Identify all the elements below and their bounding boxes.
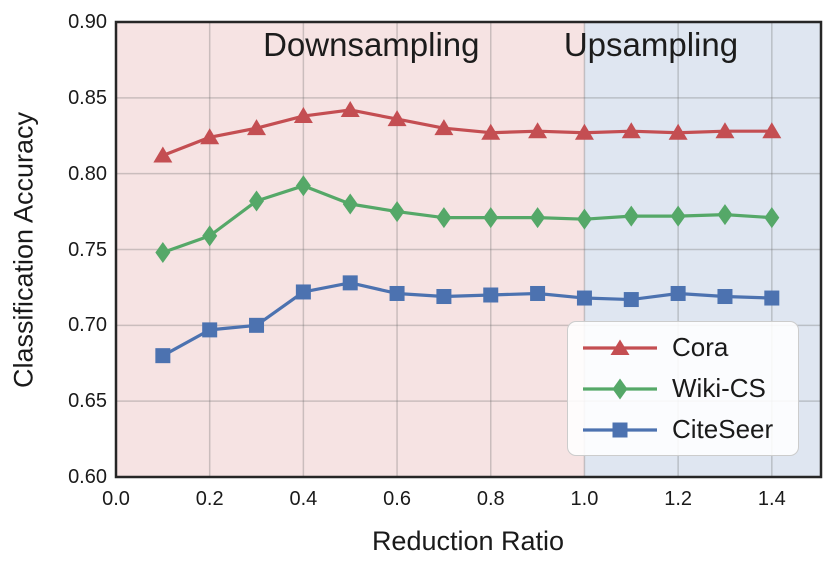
x-tick-label: 0.0 — [102, 488, 130, 510]
diamond-marker — [342, 193, 358, 215]
square-marker — [295, 284, 311, 300]
square-icon — [612, 422, 628, 437]
y-tick-label: 0.75 — [68, 238, 107, 261]
square-marker — [342, 275, 358, 291]
square-marker — [483, 287, 499, 303]
triangle-marker — [340, 100, 360, 117]
square-marker — [530, 285, 546, 301]
triangle-marker — [247, 119, 267, 136]
square-marker — [670, 285, 686, 301]
region-downsampling — [116, 22, 585, 477]
triangle-icon — [610, 339, 630, 355]
square-marker — [155, 348, 171, 364]
series-line-wiki-cs — [162, 184, 772, 255]
y-tick-label: 0.70 — [68, 314, 107, 337]
triangle-marker — [434, 119, 454, 136]
legend-sample-diamond — [583, 378, 657, 399]
triangle-marker — [200, 128, 220, 145]
diamond-marker — [155, 242, 171, 264]
legend-label: Cora — [672, 332, 729, 362]
y-tick-label: 0.90 — [68, 11, 107, 33]
square-marker — [764, 290, 780, 306]
legend-label: CiteSeer — [672, 414, 774, 444]
x-tick-label: 1.2 — [664, 488, 693, 510]
diamond-marker — [530, 207, 546, 229]
legend-label: Wiki-CS — [672, 373, 766, 403]
series-line-citeseer — [162, 281, 772, 358]
diamond-marker — [576, 208, 592, 230]
triangle-marker — [387, 110, 407, 127]
triangle-marker — [715, 122, 735, 139]
square-marker — [717, 289, 733, 305]
diamond-marker — [717, 204, 733, 226]
series-line-cora — [162, 108, 772, 157]
region-label-downsampling: Downsampling — [263, 26, 480, 63]
diamond-marker — [483, 207, 499, 229]
diamond-marker — [436, 207, 452, 229]
y-tick-label: 0.60 — [68, 466, 107, 488]
y-tick-label: 0.85 — [68, 86, 107, 109]
triangle-marker — [574, 123, 594, 140]
legend-sample-square — [583, 422, 657, 437]
plot-frame — [114, 20, 823, 479]
x-tick-label: 0.2 — [195, 488, 224, 510]
triangle-marker — [621, 122, 641, 139]
diamond-marker — [202, 225, 218, 247]
legend: Cora Wiki-CS CiteSeer — [567, 321, 799, 456]
square-marker — [389, 285, 405, 301]
x-tick-label: 0.8 — [476, 488, 505, 510]
legend-sample-triangle — [583, 339, 657, 355]
diamond-marker — [670, 205, 686, 227]
x-tick-label: 0.4 — [289, 488, 318, 510]
diamond-marker — [623, 205, 639, 227]
diamond-marker — [249, 190, 265, 212]
y-tick-label: 0.80 — [68, 162, 107, 185]
triangle-marker — [481, 123, 501, 140]
legend-item-cora: Cora — [580, 327, 790, 368]
legend-item-citeseer: CiteSeer — [580, 409, 790, 450]
diamond-marker — [389, 201, 405, 223]
x-tick-label: 0.6 — [383, 488, 411, 510]
y-tick-label: 0.65 — [68, 390, 107, 413]
square-marker — [623, 292, 639, 308]
triangle-marker — [153, 146, 173, 163]
triangle-marker — [762, 122, 782, 139]
region-label-upsampling: Upsampling — [563, 26, 739, 63]
square-marker — [576, 290, 592, 306]
y-axis-title: Classification Accuracy — [8, 111, 39, 389]
diamond-icon — [612, 378, 628, 399]
square-marker — [249, 317, 265, 333]
diamond-marker — [764, 207, 780, 229]
diamond-marker — [295, 175, 311, 197]
x-tick-label: 1.0 — [570, 488, 599, 510]
triangle-marker — [528, 122, 548, 139]
x-axis-title: Reduction Ratio — [371, 526, 565, 556]
square-marker — [436, 289, 452, 305]
triangle-marker — [293, 107, 313, 124]
x-tick-label: 1.4 — [757, 488, 786, 510]
square-marker — [202, 322, 218, 338]
legend-item-wiki-cs: Wiki-CS — [580, 368, 790, 409]
triangle-marker — [668, 123, 688, 140]
